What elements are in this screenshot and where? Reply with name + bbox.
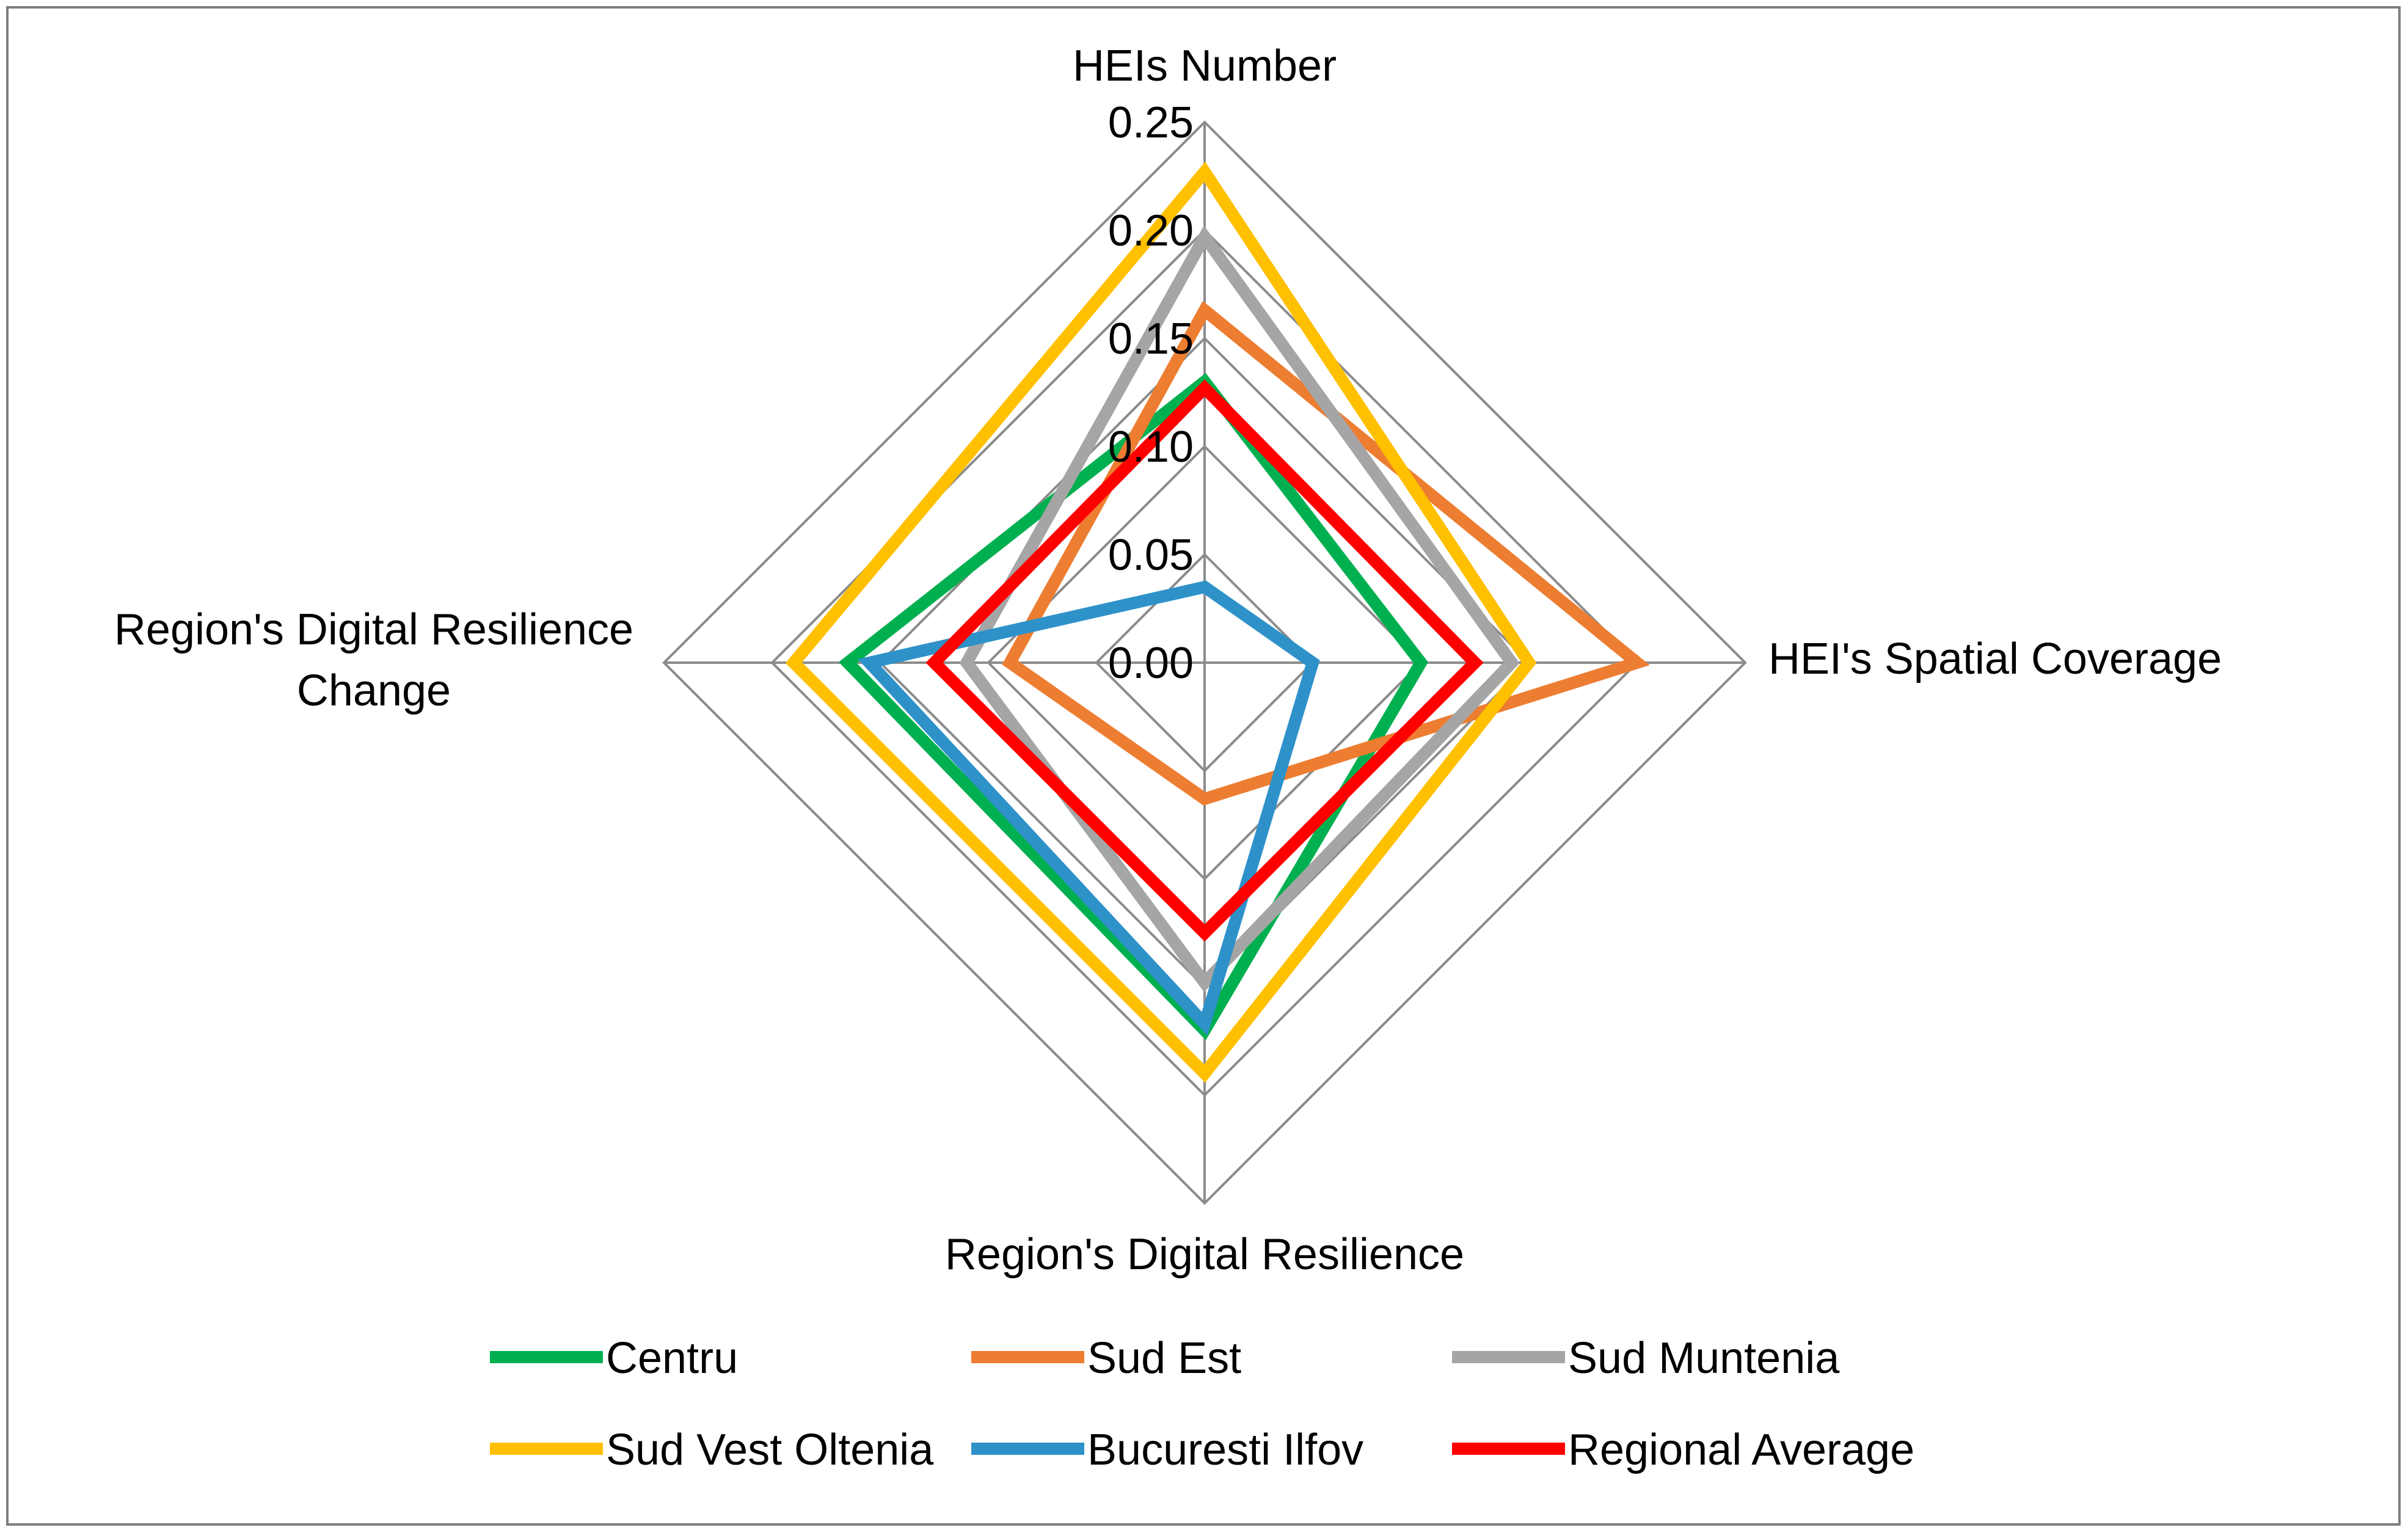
legend-label-centru: Centru <box>606 1334 738 1383</box>
tick-label-4: 0.20 <box>1108 206 1194 255</box>
series-sud-muntenia <box>959 225 1520 992</box>
legend-item-sud-muntenia: Sud Muntenia <box>1452 1334 1840 1383</box>
legend-item-regional-average: Regional Average <box>1452 1426 1914 1474</box>
legend-label-sud-vest-oltenia: Sud Vest Oltenia <box>606 1426 934 1474</box>
legend-label-sud-est: Sud Est <box>1087 1334 1241 1383</box>
tick-label-3: 0.15 <box>1108 315 1194 363</box>
tick-label-2: 0.10 <box>1108 423 1194 472</box>
axis-label-heis-number: HEIs Number <box>1073 42 1337 90</box>
legend-item-centru: Centru <box>490 1334 738 1383</box>
legend-item-sud-vest-oltenia: Sud Vest Oltenia <box>490 1426 934 1474</box>
legend-label-sud-muntenia: Sud Muntenia <box>1568 1334 1840 1383</box>
tick-label-0: 0.00 <box>1108 639 1194 688</box>
series-bucuresti-ilfov <box>858 580 1320 1036</box>
tick-label-5: 0.25 <box>1108 98 1194 147</box>
series-sud-est <box>1002 300 1650 806</box>
series-sud-vest-oltenia <box>785 161 1537 1083</box>
axis-label-region-s-digital-resilience: Region's Digital Resilience <box>945 1230 1464 1279</box>
axis-label-hei-s-spatial-coverage: HEI's Spatial Coverage <box>1768 635 2222 683</box>
legend-label-regional-average: Regional Average <box>1568 1426 1914 1474</box>
legend-item-sud-est: Sud Est <box>971 1334 1241 1383</box>
legend-label-bucuresti-ilfov: Bucuresti Ilfov <box>1087 1426 1363 1474</box>
series-regional-average <box>925 379 1484 942</box>
tick-label-1: 0.05 <box>1108 531 1194 580</box>
legend-item-bucuresti-ilfov: Bucuresti Ilfov <box>971 1426 1363 1474</box>
axis-label-region-s-digital-resilience-change: Region's Digital Resilience Change <box>114 605 633 715</box>
radar-gridlines <box>662 120 1747 1205</box>
